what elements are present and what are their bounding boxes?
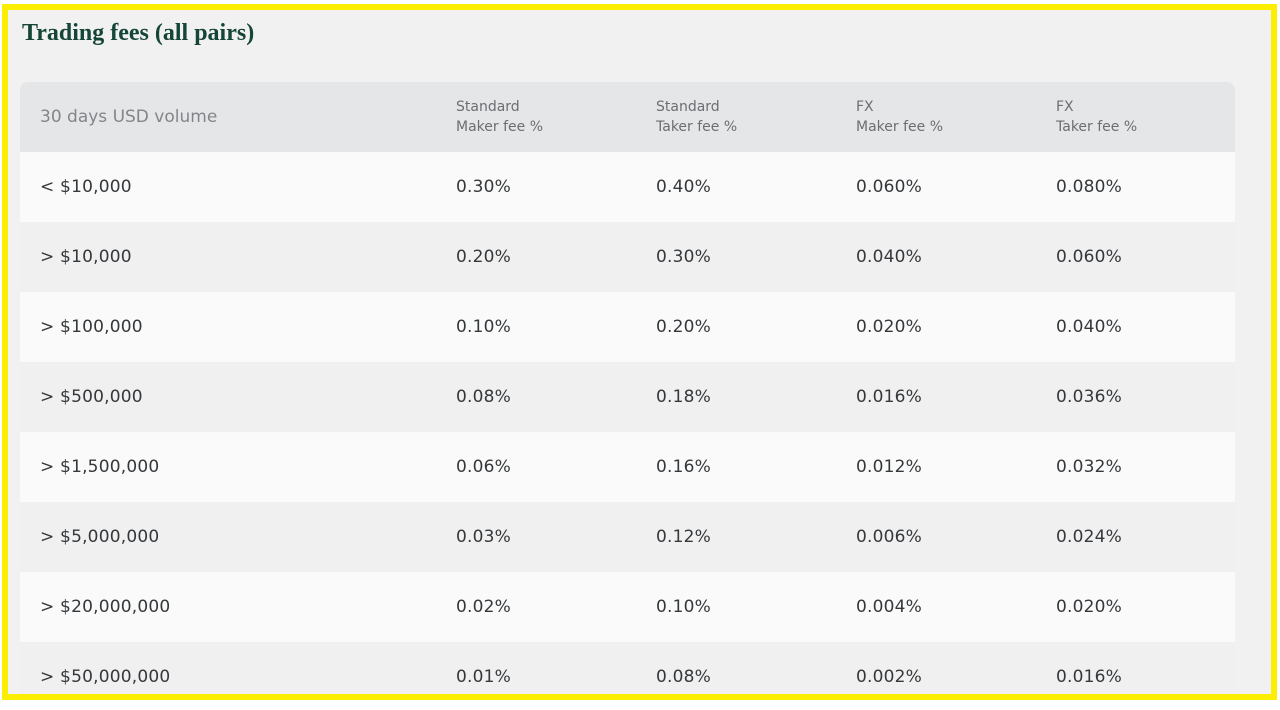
cell-volume: > $50,000,000 [40,667,171,687]
table-row: > $1,500,000 0.06% 0.16% 0.012% 0.032% [20,432,1235,502]
cell-fx-maker-fee: 0.040% [856,247,923,267]
cell-standard-taker-fee: 0.30% [656,247,712,267]
cell-volume: > $100,000 [40,317,143,337]
header-cell-standard-taker: Standard Taker fee % [656,99,738,135]
cell-volume: > $1,500,000 [40,457,160,477]
header-cell-fx-maker: FX Maker fee % [856,99,943,135]
cell-standard-maker-fee: 0.10% [456,317,512,337]
cell-standard-maker-fee: 0.01% [456,667,512,687]
cell-fx-taker-fee: 0.080% [1056,177,1123,197]
cell-standard-taker-fee: 0.08% [656,667,712,687]
cell-fx-maker-fee: 0.012% [856,457,923,477]
cell-volume: > $500,000 [40,387,143,407]
cell-standard-taker-fee: 0.10% [656,597,712,617]
table-row: > $100,000 0.10% 0.20% 0.020% 0.040% [20,292,1235,362]
cell-standard-taker-fee: 0.20% [656,317,712,337]
cell-volume: > $20,000,000 [40,597,171,617]
table-row: > $10,000 0.20% 0.30% 0.040% 0.060% [20,222,1235,292]
cell-fx-taker-fee: 0.032% [1056,457,1123,477]
cell-fx-taker-fee: 0.036% [1056,387,1123,407]
table-header-row: 30 days USD volume Standard Maker fee % … [20,82,1235,152]
cell-standard-taker-fee: 0.12% [656,527,712,547]
cell-fx-maker-fee: 0.006% [856,527,923,547]
cell-fx-taker-fee: 0.016% [1056,667,1123,687]
header-cell-volume: 30 days USD volume [40,107,456,127]
cell-standard-maker-fee: 0.30% [456,177,512,197]
cell-standard-maker-fee: 0.06% [456,457,512,477]
highlight-border-frame: Trading fees (all pairs) 30 days USD vol… [2,4,1277,700]
cell-fx-maker-fee: 0.016% [856,387,923,407]
page-title: Trading fees (all pairs) [22,20,255,46]
cell-standard-maker-fee: 0.02% [456,597,512,617]
cell-fx-taker-fee: 0.020% [1056,597,1123,617]
cell-standard-maker-fee: 0.20% [456,247,512,267]
table-row: > $50,000,000 0.01% 0.08% 0.002% 0.016% [20,642,1235,694]
header-cell-fx-taker: FX Taker fee % [1056,99,1138,135]
table-body: < $10,000 0.30% 0.40% 0.060% 0.080% > $1… [20,152,1235,694]
cell-volume: > $10,000 [40,247,132,267]
cell-fx-maker-fee: 0.002% [856,667,923,687]
header-cell-standard-maker: Standard Maker fee % [456,99,543,135]
cell-volume: > $5,000,000 [40,527,160,547]
table-row: > $500,000 0.08% 0.18% 0.016% 0.036% [20,362,1235,432]
cell-standard-taker-fee: 0.18% [656,387,712,407]
table-row: > $20,000,000 0.02% 0.10% 0.004% 0.020% [20,572,1235,642]
table-row: > $5,000,000 0.03% 0.12% 0.006% 0.024% [20,502,1235,572]
cell-fx-maker-fee: 0.060% [856,177,923,197]
cell-fx-maker-fee: 0.004% [856,597,923,617]
cell-fx-maker-fee: 0.020% [856,317,923,337]
cell-standard-taker-fee: 0.40% [656,177,712,197]
cell-fx-taker-fee: 0.060% [1056,247,1123,267]
cell-fx-taker-fee: 0.024% [1056,527,1123,547]
cell-standard-taker-fee: 0.16% [656,457,712,477]
cell-volume: < $10,000 [40,177,132,197]
table-row: < $10,000 0.30% 0.40% 0.060% 0.080% [20,152,1235,222]
trading-fees-table: 30 days USD volume Standard Maker fee % … [20,82,1235,694]
cell-standard-maker-fee: 0.03% [456,527,512,547]
header-volume-label: 30 days USD volume [40,107,218,127]
cell-fx-taker-fee: 0.040% [1056,317,1123,337]
cell-standard-maker-fee: 0.08% [456,387,512,407]
